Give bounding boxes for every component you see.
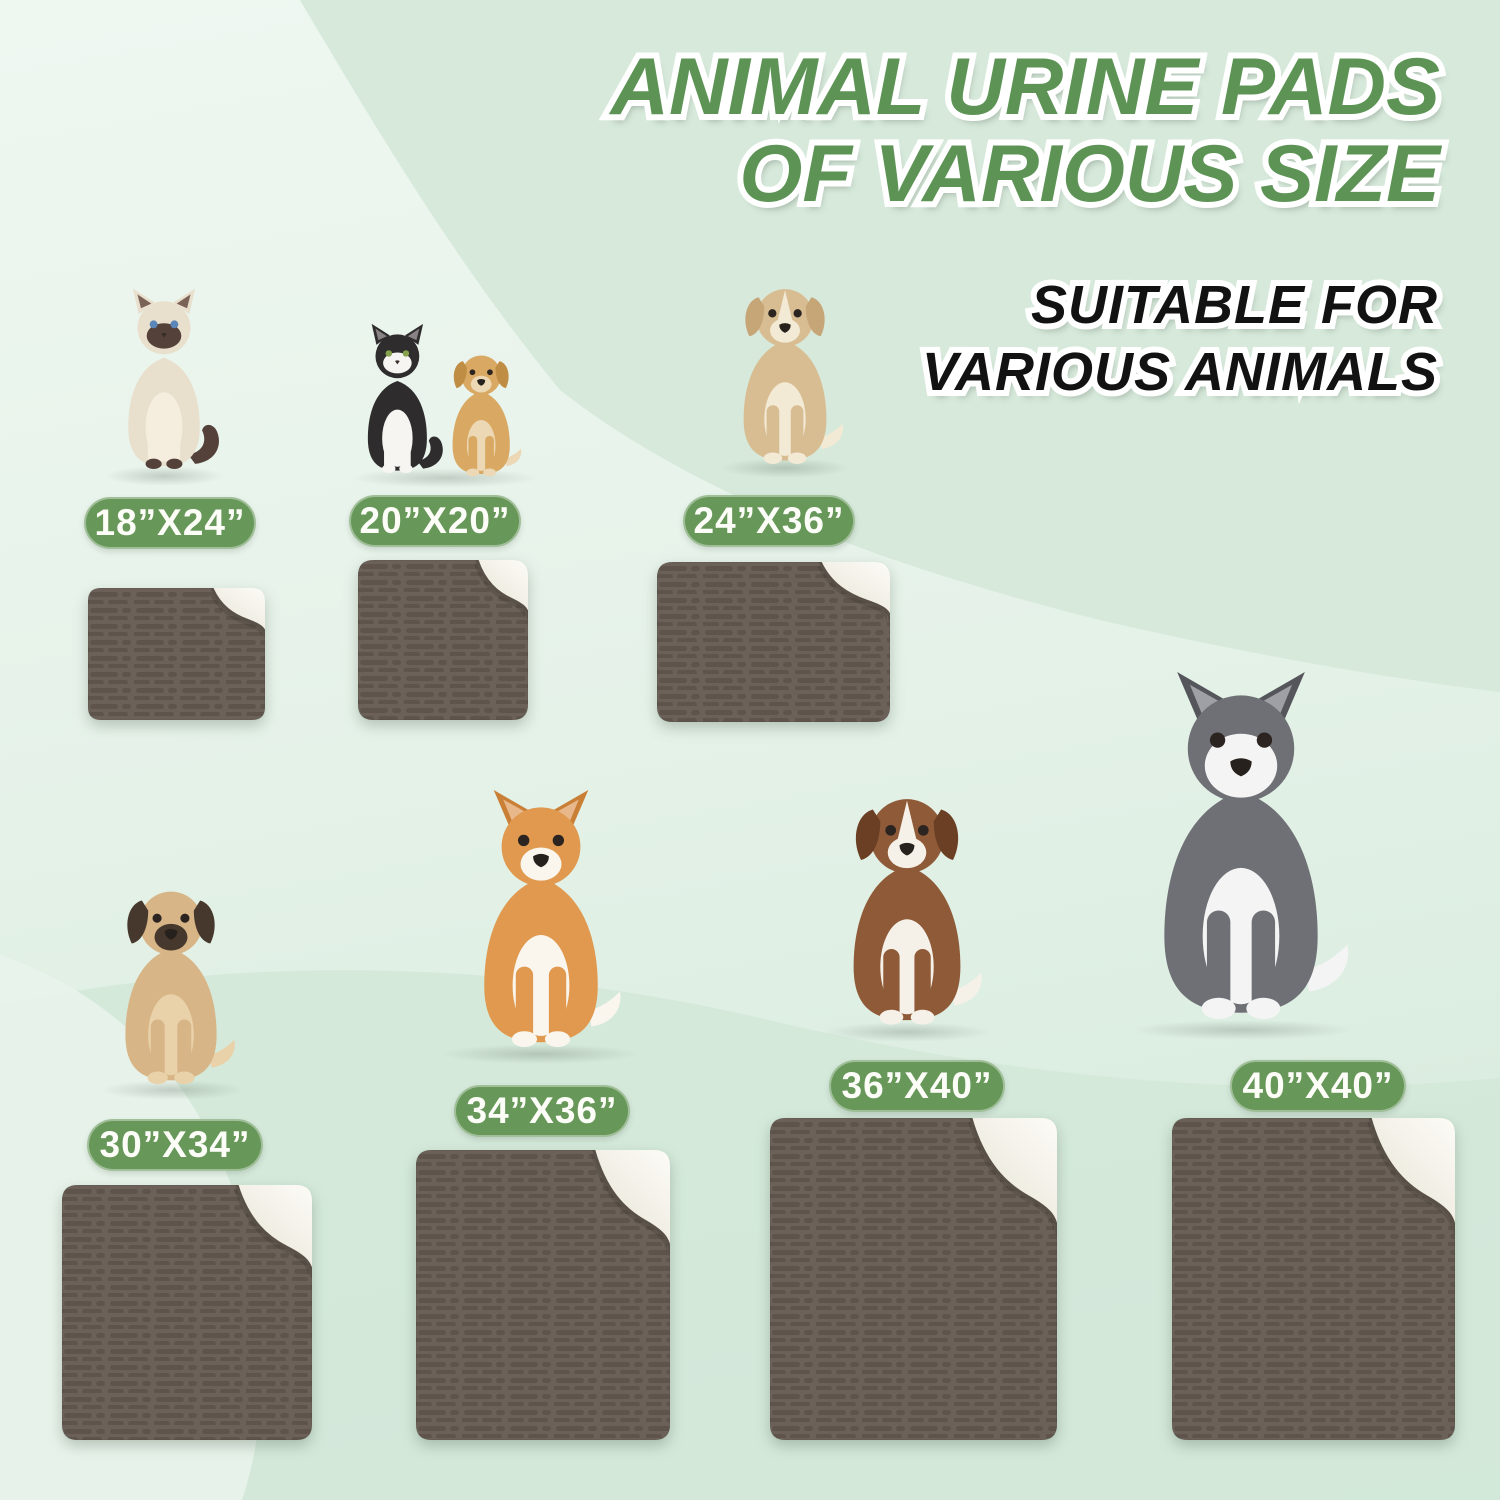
pee-pad-24x36 — [657, 562, 890, 722]
subtitle-line-2: VARIOUS ANIMALS — [922, 339, 1438, 406]
size-badge-36x40: 36”X40” — [829, 1060, 1005, 1112]
siamese-cat-photo — [100, 284, 228, 480]
size-label: 30”X34” — [99, 1124, 251, 1165]
ground-shadow — [1130, 1020, 1355, 1040]
ground-shadow — [822, 1022, 992, 1042]
title-line-1: ANIMAL URINE PADS — [610, 43, 1440, 132]
page-subtitle: SUITABLE FOR VARIOUS ANIMALS — [922, 272, 1438, 406]
size-label: 20”X20” — [359, 500, 511, 541]
ground-shadow — [440, 1044, 640, 1064]
pee-pad-18x24 — [88, 588, 265, 720]
tuxedo-cat-and-lab-puppy-photo — [345, 282, 545, 482]
australian-shepherd-dog-photo — [818, 740, 996, 1035]
size-badge-18x24: 18”X24” — [84, 497, 256, 549]
size-label: 36”X40” — [841, 1065, 993, 1106]
subtitle-line-1: SUITABLE FOR — [922, 272, 1438, 339]
pee-pad-34x36 — [416, 1150, 670, 1440]
ground-shadow — [720, 458, 850, 478]
siberian-husky-dog-photo — [1112, 672, 1370, 1034]
ground-shadow — [104, 466, 224, 486]
page-title: ANIMAL URINE PADS OF VARIOUS SIZE — [610, 43, 1440, 219]
size-badge-30x34: 30”X34” — [87, 1119, 263, 1171]
ground-shadow — [100, 1080, 245, 1100]
pug-dog-photo — [95, 818, 247, 1093]
pee-pad-40x40 — [1172, 1118, 1455, 1440]
title-line-2: OF VARIOUS SIZE — [610, 130, 1440, 219]
size-label: 18”X24” — [94, 502, 246, 543]
size-badge-34x36: 34”X36” — [454, 1085, 630, 1137]
tan-mixed-breed-dog-photo — [716, 268, 854, 472]
size-badge-20x20: 20”X20” — [349, 495, 521, 547]
size-badge-40x40: 40”X40” — [1230, 1060, 1406, 1112]
pee-pad-30x34 — [62, 1185, 312, 1440]
pee-pad-20x20 — [358, 560, 528, 720]
size-badge-24x36: 24”X36” — [683, 495, 855, 547]
size-label: 40”X40” — [1242, 1065, 1394, 1106]
size-label: 24”X36” — [693, 500, 845, 541]
size-label: 34”X36” — [466, 1090, 618, 1131]
pee-pad-36x40 — [770, 1118, 1057, 1440]
corgi-dog-photo — [428, 790, 654, 1058]
